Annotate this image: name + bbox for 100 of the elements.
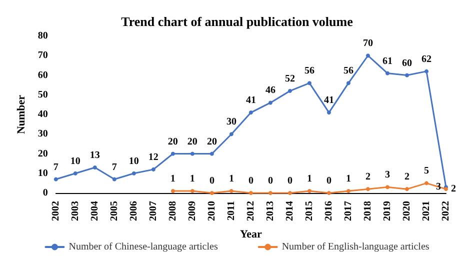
data-label: 0 xyxy=(209,176,214,186)
data-label: 41 xyxy=(324,95,334,106)
point xyxy=(229,189,234,194)
data-label: 56 xyxy=(304,66,314,77)
data-label: 0 xyxy=(326,176,332,186)
legend-label: Number of Chinese-language articles xyxy=(68,242,218,252)
data-label: 62 xyxy=(421,54,432,65)
data-label: 0 xyxy=(287,176,292,186)
x-tick-label: 2005 xyxy=(108,201,120,221)
y-axis-title: Number xyxy=(16,94,28,134)
point xyxy=(54,177,58,182)
x-tick-label: 2006 xyxy=(128,201,140,221)
data-label: 41 xyxy=(246,95,256,106)
data-label: 2 xyxy=(451,184,456,195)
data-label: 10 xyxy=(128,156,139,167)
point xyxy=(424,69,428,74)
y-tick-label: 50 xyxy=(38,89,48,100)
data-label: 12 xyxy=(148,152,158,163)
y-tick-label: 10 xyxy=(38,168,48,179)
x-tick-label: 2016 xyxy=(323,201,334,221)
point xyxy=(346,81,350,86)
data-label: 13 xyxy=(90,150,100,161)
x-tick-label: 2021 xyxy=(420,201,432,221)
x-tick-label: 2012 xyxy=(245,201,256,221)
data-label: 30 xyxy=(226,116,236,128)
x-tick-label: 2011 xyxy=(226,201,237,220)
point xyxy=(268,191,272,195)
x-tick-label: 2019 xyxy=(382,201,393,221)
x-axis-title: Year xyxy=(240,228,262,240)
point xyxy=(132,171,136,176)
data-label: 1 xyxy=(190,174,195,185)
point xyxy=(288,191,292,195)
data-label: 52 xyxy=(284,73,295,84)
x-tick-label: 2013 xyxy=(264,201,276,221)
y-tick-label: 40 xyxy=(38,109,48,120)
x-tick-label: 2020 xyxy=(401,201,412,221)
data-label: 60 xyxy=(402,58,412,69)
y-tick-label: 80 xyxy=(38,30,48,42)
data-label: 61 xyxy=(382,56,392,67)
chart-title: Trend chart of annual publication volume xyxy=(121,14,354,29)
point xyxy=(73,171,78,176)
point xyxy=(307,81,312,86)
point xyxy=(151,167,156,172)
x-tick-label: 2007 xyxy=(148,201,159,221)
point xyxy=(288,88,292,93)
legend-label: Number of English-language articles xyxy=(282,242,430,252)
y-tick-label: 0 xyxy=(42,188,48,198)
x-tick-label: 2014 xyxy=(284,201,296,221)
y-tick-label: 30 xyxy=(38,128,48,140)
x-tick-label: 2009 xyxy=(186,201,198,221)
y-tick-label: 60 xyxy=(38,70,48,81)
point xyxy=(385,185,390,190)
data-label: 1 xyxy=(170,174,176,185)
point xyxy=(170,152,175,156)
point xyxy=(366,54,370,58)
point xyxy=(229,132,234,136)
point xyxy=(268,100,272,105)
point xyxy=(307,189,312,194)
data-label: 56 xyxy=(343,66,354,77)
point xyxy=(385,71,390,76)
point xyxy=(326,110,331,115)
data-label: 3 xyxy=(384,170,390,181)
y-tick-label: 20 xyxy=(38,148,48,160)
x-tick-label: 2002 xyxy=(50,201,62,221)
point xyxy=(190,152,194,156)
data-label: 7 xyxy=(112,162,117,173)
x-tick-label: 2003 xyxy=(70,201,81,221)
x-tick-label: 2008 xyxy=(167,201,178,221)
point xyxy=(326,191,331,195)
point xyxy=(248,110,253,115)
data-label: 10 xyxy=(70,156,80,167)
data-label: 5 xyxy=(424,166,429,177)
y-tick-label: 70 xyxy=(38,50,48,62)
point xyxy=(210,152,214,156)
data-label: 20 xyxy=(187,136,198,148)
point xyxy=(346,189,350,194)
point xyxy=(404,73,409,78)
point xyxy=(190,189,194,194)
data-label: 1 xyxy=(346,174,351,185)
x-tick-label: 2018 xyxy=(362,201,374,221)
x-tick-label: 2022 xyxy=(440,201,452,221)
x-tick-label: 2004 xyxy=(89,201,100,221)
point xyxy=(112,177,116,182)
data-label: 7 xyxy=(53,162,58,173)
data-label: 2 xyxy=(404,172,410,183)
data-label: 70 xyxy=(362,38,373,50)
point xyxy=(210,191,214,195)
data-label: 0 xyxy=(248,176,254,186)
data-label: 20 xyxy=(168,136,178,148)
x-tick-label: 2015 xyxy=(304,201,315,221)
data-label: 1 xyxy=(306,174,312,185)
point xyxy=(404,187,409,192)
data-label: 0 xyxy=(268,176,273,186)
data-label: 20 xyxy=(206,136,217,148)
point xyxy=(366,187,370,192)
point xyxy=(170,189,175,194)
point xyxy=(424,181,428,186)
data-label: 2 xyxy=(365,172,370,183)
data-label: 1 xyxy=(228,174,234,185)
x-tick-label: 2010 xyxy=(206,201,218,221)
